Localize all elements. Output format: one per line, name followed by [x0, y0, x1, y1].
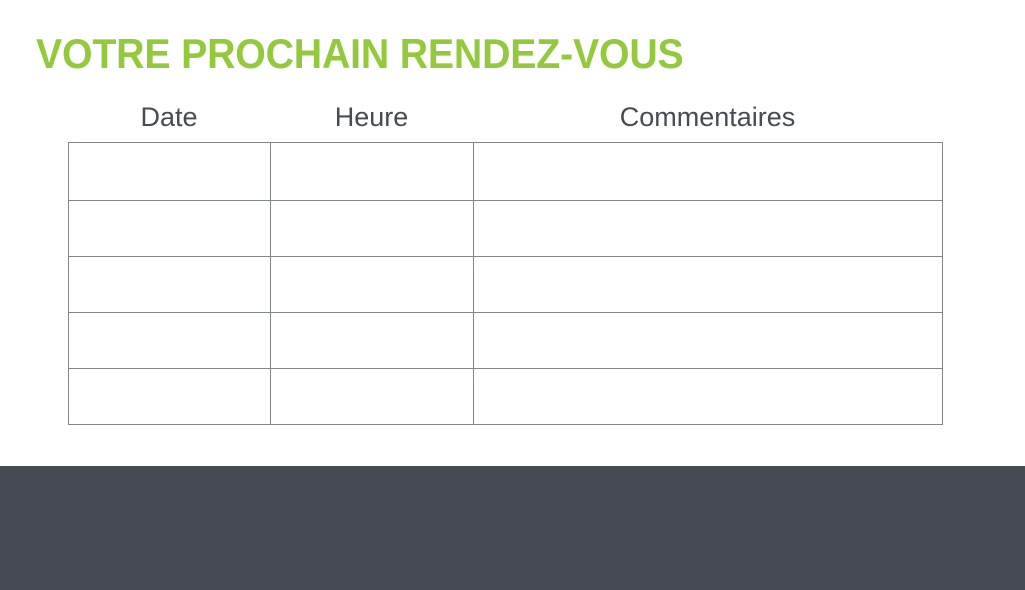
column-header-date: Date [140, 102, 198, 132]
cell-date[interactable] [68, 142, 271, 201]
column-header-heure: Heure [334, 102, 409, 132]
table-row [68, 142, 943, 201]
table-row [68, 256, 943, 313]
cell-commentaires[interactable] [473, 142, 943, 201]
appointment-table-body [68, 142, 943, 425]
table-row [68, 312, 943, 369]
cell-heure[interactable] [270, 256, 474, 313]
cell-commentaires[interactable] [473, 368, 943, 425]
footer-band [0, 466, 1025, 590]
cell-commentaires[interactable] [473, 256, 943, 313]
appointment-table [68, 142, 943, 425]
table-column-headers: Date Heure Commentaires [68, 99, 942, 139]
cell-heure[interactable] [270, 312, 474, 369]
cell-commentaires[interactable] [473, 312, 943, 369]
cell-commentaires[interactable] [473, 200, 943, 257]
page-title: Votre prochain rendez-vous [36, 30, 684, 77]
cell-heure[interactable] [270, 200, 474, 257]
cell-date[interactable] [68, 200, 271, 257]
cell-heure[interactable] [270, 142, 474, 201]
cell-date[interactable] [68, 256, 271, 313]
cell-date[interactable] [68, 368, 271, 425]
column-header-commentaires: Commentaires [619, 102, 796, 132]
cell-date[interactable] [68, 312, 271, 369]
cell-heure[interactable] [270, 368, 474, 425]
table-row [68, 200, 943, 257]
table-row [68, 368, 943, 425]
